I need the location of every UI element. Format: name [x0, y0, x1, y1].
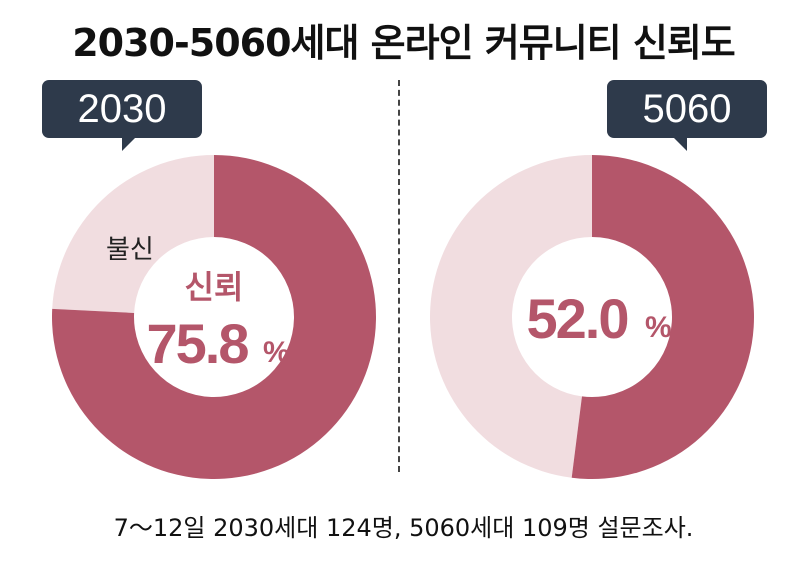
slice-trust [52, 155, 376, 479]
center-label-trust: 신뢰 [185, 268, 244, 306]
slice-distrust [52, 155, 214, 313]
dashed-divider [398, 80, 400, 472]
slice-label-distrust: 불신 [106, 235, 154, 265]
center-value-trust: 52.0 [527, 287, 628, 350]
center-value-trust: 75.8 [147, 312, 249, 375]
chart-title: 2030-5060세대 온라인 커뮤니티 신뢰도 [72, 21, 736, 65]
group-badge-5060: 5060 [607, 80, 767, 151]
slice-distrust [430, 155, 592, 478]
badge-pointer [122, 137, 136, 151]
group-badge-2030: 2030 [42, 80, 202, 151]
donut-chart-5060: 52.0 % [430, 155, 754, 479]
center-unit: % [645, 311, 672, 344]
group-badge-label: 2030 [77, 87, 167, 131]
slice-trust [571, 155, 754, 479]
center-unit: % [263, 336, 290, 369]
donut-chart-2030: 불신 신뢰 75.8 % [52, 155, 376, 479]
footnote: 7～12일 2030세대 124명, 5060세대 109명 설문조사. [113, 514, 694, 542]
badge-pointer [673, 137, 687, 151]
group-badge-label: 5060 [642, 87, 732, 131]
